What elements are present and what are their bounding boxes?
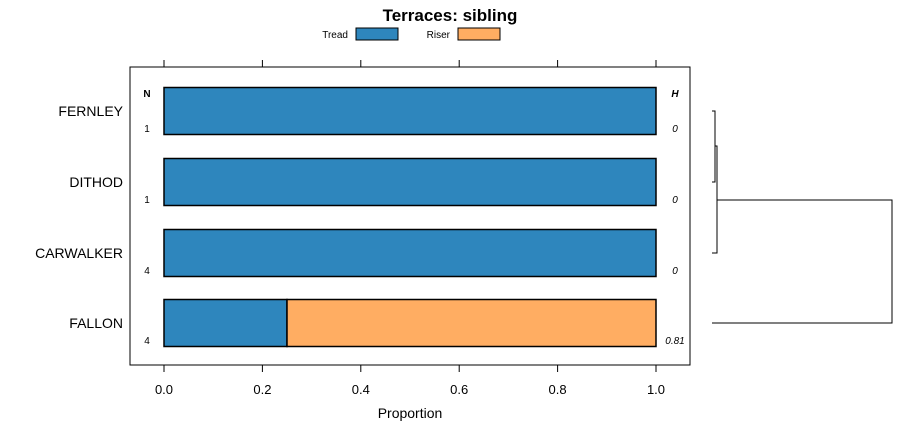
h-header: H [671,89,679,100]
y-tick-label: CARWALKER [35,245,123,261]
n-header: N [143,89,150,100]
dendrogram-branch-fernley-dithod [712,110,716,183]
plot-panel [129,66,691,366]
n-value: 1 [144,124,150,135]
y-tick-label: FALLON [69,315,123,331]
n-value: 4 [144,336,150,347]
x-axis-label: Proportion [378,405,443,421]
x-tick-label: 0.0 [155,382,173,397]
bar-tread-fernley [163,86,657,136]
legend-swatch-tread [355,27,399,41]
x-tick-label: 1.0 [647,382,665,397]
bar-riser-fallon [286,298,657,348]
legend-swatch-riser [457,27,501,41]
x-tick-label: 0.8 [549,382,567,397]
bar-tread-dithod [163,157,657,207]
dendrogram [712,110,893,324]
legend-label: Riser [427,30,451,41]
bar-tread-carwalker [163,228,657,278]
legend-label: Tread [322,30,348,41]
dendrogram-branch-root [712,199,893,324]
legend: Tread Riser [322,27,501,41]
x-tick-label: 0.4 [352,382,370,397]
y-tick-label: DITHOD [69,174,123,190]
h-value: 0 [672,195,678,206]
y-tick-label: FERNLEY [58,103,123,119]
h-value: 0 [672,266,678,277]
x-tick-label: 0.6 [450,382,468,397]
n-value: 1 [144,195,150,206]
h-value: 0 [672,124,678,135]
chart-title: Terraces: sibling [383,6,518,25]
x-tick-label: 0.2 [253,382,271,397]
h-value: 0.81 [665,336,684,347]
n-value: 4 [144,266,150,277]
bar-tread-fallon [163,298,288,348]
